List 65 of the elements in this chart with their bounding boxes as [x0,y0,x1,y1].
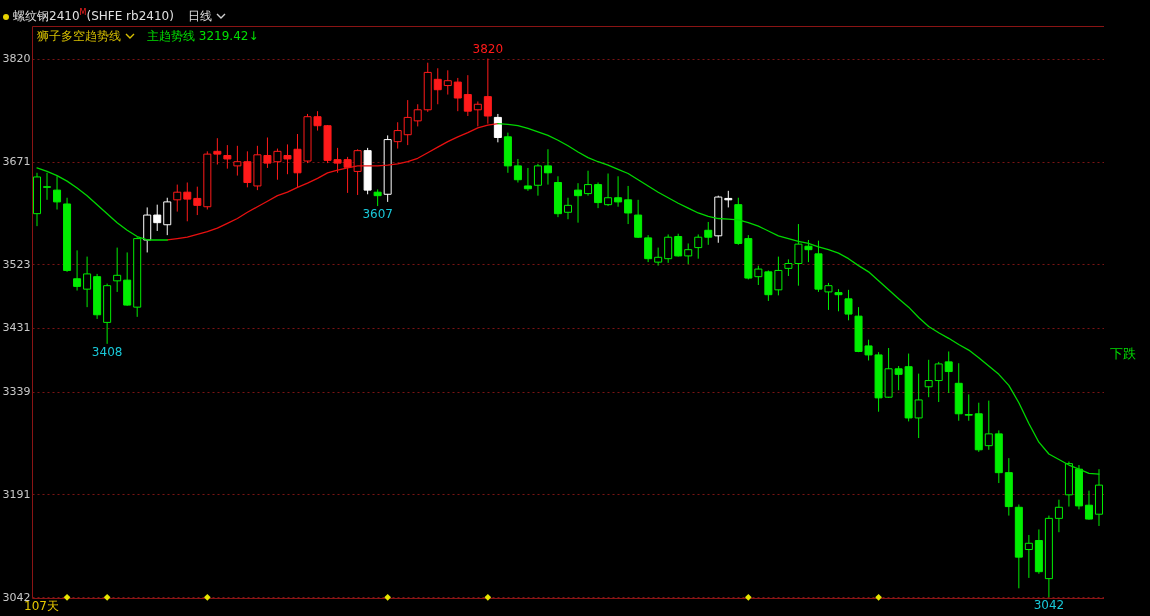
candlestick [1054,499,1063,533]
candlestick [433,67,442,105]
candlestick [654,247,663,267]
candlestick [73,249,82,292]
chart-title: 螺纹钢2410$^{M}$(SHFE rb2410) [13,8,174,25]
annotation: 3820 [472,41,504,56]
candlestick [403,99,412,146]
candlestick [413,103,422,127]
candlestick [443,69,452,96]
candlestick [113,247,122,293]
candlestick [934,361,943,403]
candlestick [704,221,713,246]
candlestick [193,186,202,216]
y-tick-label: 3523 [2,257,31,271]
candlestick [674,233,683,258]
text: 日线 [187,8,212,25]
candlestick [844,289,853,321]
text: 3042 [1033,598,1065,613]
candlestick [493,113,502,143]
candlestick [453,77,462,112]
candlestick [694,233,703,260]
candlestick [473,100,482,127]
candlestick [543,148,552,186]
annotation: 狮子多空趋势线 [37,28,121,45]
candlestick [563,197,573,220]
candlestick [43,172,52,201]
candlestick [533,163,542,197]
annotation: 主趋势线 3219.42↓ [147,28,259,45]
candlestick [944,350,953,394]
candlestick [393,121,402,150]
candlestick [223,144,232,170]
y-tick-label: 3191 [2,487,31,501]
candlestick [213,137,222,165]
y-tick-label: 3431 [2,321,31,335]
candlestick [594,182,603,209]
candlestick [584,170,593,197]
annotation: 3607 [362,207,393,222]
candlestick [523,167,532,192]
text: 下跌 [1110,345,1136,363]
candlestick [53,175,62,211]
y-tick-label: 3671 [2,155,31,169]
y-tick-label: 3339 [2,385,31,399]
candlestick [604,173,613,207]
candlestick [463,74,472,117]
candlestick [574,182,583,224]
candlestick [624,185,633,225]
candlestick [634,199,643,239]
candlestick [684,242,693,265]
candlestick [183,182,192,222]
candlestick [163,197,172,236]
candlestick [964,393,973,422]
candlestick [664,233,673,264]
candlestick [153,204,162,232]
candlestick [513,158,522,183]
candlestick [1024,534,1033,579]
candlestick [483,58,492,125]
candlestick [644,234,653,263]
candlestick [173,184,182,213]
y-tick-label: 3820 [2,52,31,66]
candlestick [924,359,933,398]
candlestick [83,256,92,308]
candlestick [614,175,623,208]
candlestick [1084,490,1093,521]
candlestick [984,400,993,451]
annotation: 3408 [91,344,123,359]
